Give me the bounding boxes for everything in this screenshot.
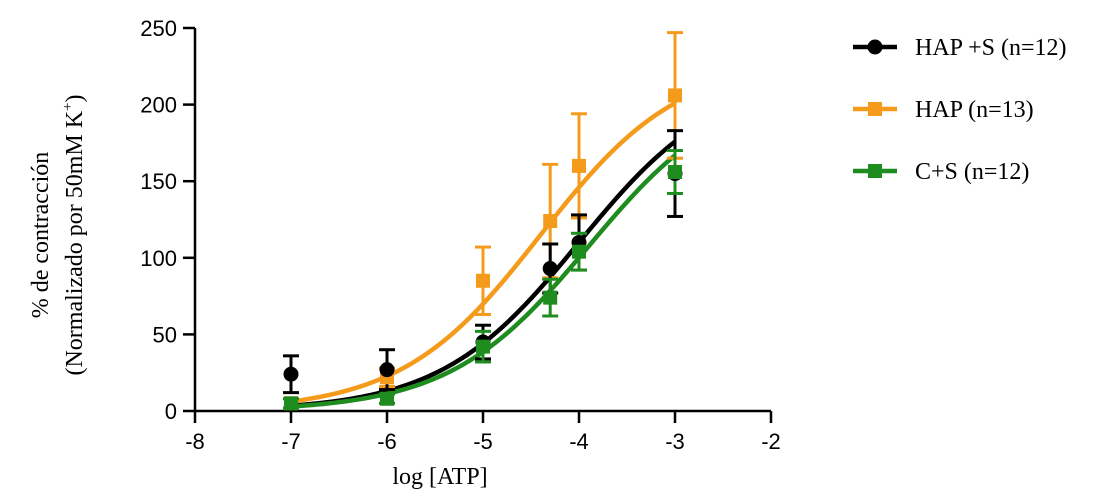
y-tick-label: 100 — [140, 246, 177, 271]
legend-marker — [867, 39, 883, 55]
data-point — [476, 273, 490, 288]
y-tick-label: 200 — [140, 93, 177, 118]
y-axis-title-line2-sup: + — [60, 102, 76, 110]
y-ticks: 0 50 100 150 200 250 — [140, 16, 195, 424]
data-point — [572, 158, 586, 173]
y-tick-label: 0 — [165, 399, 177, 424]
y-axis-title-line1: % de contracción — [28, 152, 54, 319]
data-point — [380, 391, 394, 406]
data-point — [543, 290, 558, 305]
data-point — [668, 88, 682, 103]
data-point — [668, 165, 682, 180]
x-axis-title: log [ATP] — [392, 464, 487, 490]
x-tick-label: -7 — [281, 429, 301, 454]
y-axis-title: % de contracción (Normalizado por 50mM K… — [28, 94, 88, 375]
data-point — [476, 339, 490, 354]
data-point — [284, 396, 298, 411]
legend-item: C+S (n=12) — [853, 159, 1029, 185]
x-tick-label: -3 — [665, 429, 685, 454]
y-tick-label: 250 — [140, 16, 177, 41]
x-tick-label: -5 — [473, 429, 493, 454]
legend: HAP +S (n=12) HAP (n=13) C+S (n=12) — [853, 35, 1067, 185]
legend-item: HAP (n=13) — [853, 97, 1034, 123]
data-point — [572, 244, 586, 259]
x-ticks: -8 -7 -6 -5 -4 -3 -2 — [185, 411, 781, 454]
data-markers — [283, 88, 683, 411]
legend-item: HAP +S (n=12) — [853, 35, 1067, 61]
x-tick-label: -6 — [377, 429, 397, 454]
y-tick-label: 150 — [140, 169, 177, 194]
data-point — [379, 362, 395, 378]
x-tick-label: -8 — [185, 429, 205, 454]
legend-marker — [868, 102, 882, 116]
legend-label: HAP +S (n=12) — [915, 35, 1067, 61]
y-axis-title-line2: (Normalizado por 50mM K+) — [60, 94, 88, 375]
data-point — [283, 366, 299, 382]
legend-marker — [868, 164, 882, 178]
y-tick-label: 50 — [153, 322, 177, 347]
legend-label: C+S (n=12) — [915, 159, 1029, 185]
y-axis-title-line2-main: (Normalizado por 50mM K — [62, 110, 88, 375]
data-point — [543, 214, 558, 229]
y-axis-title-line2-end: ) — [62, 94, 88, 102]
legend-label: HAP (n=13) — [915, 97, 1034, 123]
x-tick-label: -2 — [761, 429, 781, 454]
axes: -8 -7 -6 -5 -4 -3 -2 0 50 100 150 200 250 — [140, 16, 781, 454]
x-tick-label: -4 — [569, 429, 589, 454]
data-point — [542, 261, 558, 277]
